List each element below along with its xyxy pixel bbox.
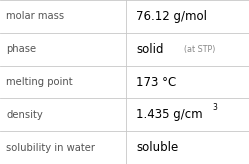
Text: phase: phase — [6, 44, 36, 54]
Text: molar mass: molar mass — [6, 11, 64, 21]
Text: 1.435 g/cm: 1.435 g/cm — [136, 108, 203, 121]
Text: solid: solid — [136, 43, 164, 56]
Text: 76.12 g/mol: 76.12 g/mol — [136, 10, 207, 23]
Text: density: density — [6, 110, 43, 120]
Text: (at STP): (at STP) — [184, 45, 215, 54]
Text: solubility in water: solubility in water — [6, 143, 95, 153]
Text: 3: 3 — [212, 103, 217, 112]
Text: 173 °C: 173 °C — [136, 75, 177, 89]
Text: melting point: melting point — [6, 77, 73, 87]
Text: soluble: soluble — [136, 141, 179, 154]
